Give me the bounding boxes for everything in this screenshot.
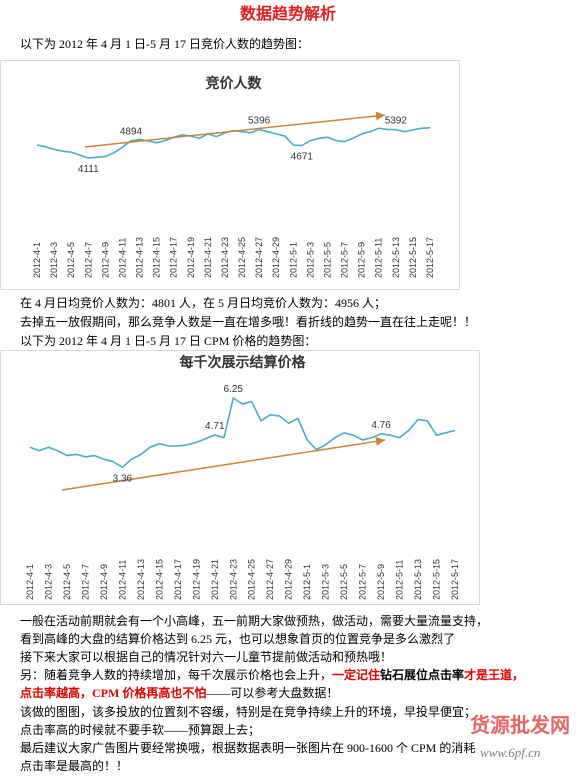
x-tick-label: 2012-5-17 bbox=[425, 237, 435, 278]
text: 该做的图图，该多投放的位置刻不容缓，特别是在竞争持续上升的环境，早投早便宜； bbox=[20, 705, 477, 719]
watermark-url: www.6pf.cn bbox=[480, 745, 541, 760]
x-tick-label: 2012-4-17 bbox=[173, 559, 183, 600]
x-tick-label: 2012-4-29 bbox=[284, 559, 294, 600]
x-tick-label: 2012-4-25 bbox=[237, 237, 247, 278]
x-tick-label: 2012-4-25 bbox=[247, 559, 257, 600]
text-run: 一定记住 bbox=[332, 668, 381, 682]
x-tick-label: 2012-4-21 bbox=[210, 559, 220, 600]
x-tick-label: 2012-4-5 bbox=[62, 564, 72, 600]
x-tick-label: 2012-5-1 bbox=[288, 242, 298, 278]
x-tick-label: 2012-5-3 bbox=[321, 564, 331, 600]
chart-1: 竞价人数 2012-4-1 2012-4-3 2012-4-5 2012-4-7 2012… bbox=[0, 60, 460, 290]
x-tick-label: 2012-4-11 bbox=[117, 238, 127, 278]
chart-frame bbox=[0, 60, 460, 290]
x-tick-label: 2012-4-3 bbox=[49, 242, 59, 278]
x-tick-label: 2012-4-23 bbox=[220, 237, 230, 278]
x-tick-label: 2012-4-27 bbox=[265, 559, 275, 600]
x-tick-label: 2012-5-5 bbox=[322, 242, 332, 278]
text-run: 钻石展位点击率 bbox=[380, 668, 465, 682]
data-label: 4.71 bbox=[205, 421, 225, 432]
x-tick-label: 2012-5-13 bbox=[391, 237, 401, 278]
x-tick-label: 2012-4-7 bbox=[83, 242, 93, 278]
x-tick-label: 2012-5-7 bbox=[340, 242, 350, 278]
data-label: 4.76 bbox=[371, 420, 391, 431]
text: 去掉五一放假期间，那么竞争人数是一直在增多哦！看折线的趋势一直在往上走呢！！ bbox=[20, 315, 477, 329]
x-tick-label: 2012-4-15 bbox=[152, 237, 162, 278]
x-tick-label: 2012-4-1 bbox=[32, 242, 42, 278]
x-tick-label: 2012-4-27 bbox=[254, 237, 264, 278]
x-tick-label: 2012-4-5 bbox=[66, 242, 76, 278]
data-label: 5396 bbox=[248, 116, 271, 127]
x-tick-label: 2012-5-5 bbox=[339, 564, 349, 600]
x-tick-label: 2012-4-17 bbox=[169, 237, 179, 278]
x-tick-label: 2012-5-1 bbox=[302, 564, 312, 600]
x-tick-label: 2012-4-1 bbox=[25, 564, 35, 600]
x-tick-label: 2012-4-7 bbox=[80, 564, 90, 600]
intro: 以下为 2012 年 4 月 1 日-5 月 17 日竞价人数的趋势图： bbox=[20, 37, 309, 51]
text: 在 4 月日均竞价人数为：4801 人，在 5 月日均竞价人数为：4956 人； bbox=[20, 296, 387, 310]
data-label: 5392 bbox=[385, 116, 408, 127]
data-label: 4671 bbox=[291, 152, 314, 163]
chart-frame bbox=[0, 350, 480, 605]
data-label: 3.36 bbox=[113, 473, 133, 484]
x-tick-label: 2012-5-9 bbox=[357, 242, 367, 278]
x-tick-label: 2012-4-29 bbox=[271, 237, 281, 278]
x-tick-label: 2012-4-21 bbox=[203, 237, 213, 278]
x-tick-label: 2012-5-9 bbox=[376, 564, 386, 600]
x-tick-label: 2012-4-19 bbox=[186, 237, 196, 278]
text: 点击率是最高的！！ bbox=[20, 759, 129, 773]
data-label: 6.25 bbox=[224, 384, 244, 395]
x-tick-label: 2012-5-11 bbox=[395, 560, 405, 600]
x-tick-label: 2012-4-11 bbox=[117, 560, 127, 600]
chart-title: 竞价人数 bbox=[206, 75, 263, 91]
text: 点击率高的时候就不要手软——预算跟上去； bbox=[20, 723, 261, 737]
line-series bbox=[29, 396, 456, 469]
x-tick-label: 2012-4-15 bbox=[154, 559, 164, 600]
x-tick-label: 2012-4-19 bbox=[191, 559, 201, 600]
x-tick-label: 2012-4-13 bbox=[136, 559, 146, 600]
x-tick-label: 2012-5-15 bbox=[432, 559, 442, 600]
data-label: 4894 bbox=[120, 127, 143, 138]
line-series bbox=[36, 126, 431, 159]
text-run: ——可以参考大盘数据！ bbox=[206, 686, 339, 700]
text-run: 才是王道，点击率越高，CPM 价格再高也不怕 bbox=[20, 668, 525, 700]
x-tick-label: 2012-5-17 bbox=[450, 559, 460, 600]
text: 接下来大家可以根据自己的情况针对六一儿童节提前做活动和预热哦！ bbox=[20, 650, 393, 664]
x-tick-label: 2012-4-23 bbox=[228, 559, 238, 600]
x-tick-label: 2012-5-7 bbox=[358, 564, 368, 600]
text: 另：随着竞争人数的持续增加，每千次展示价格也会上升，一定记住钻石展位点击率才是王… bbox=[20, 666, 530, 702]
trend-arrow bbox=[61, 436, 386, 491]
chart-2: 每千次展示结算价格 2012-4-1 2012-4-3 2012-4-5 2012-4-… bbox=[0, 350, 480, 605]
data-label: 4111 bbox=[78, 164, 99, 175]
x-tick-label: 2012-5-11 bbox=[374, 238, 384, 278]
chart-title: 每千次展示结算价格 bbox=[180, 354, 307, 370]
text: 看到高峰的大盘的结算价格达到 6.25 元，也可以想象首页的位置竞争是多么激烈了 bbox=[20, 632, 456, 646]
text: 最后建议大家广告图片要经常换哦，根据数据表明一张图片在 900-1600 个 C… bbox=[20, 741, 476, 755]
x-tick-label: 2012-5-3 bbox=[305, 242, 315, 278]
x-tick-label: 2012-4-9 bbox=[99, 564, 109, 600]
x-tick-label: 2012-5-13 bbox=[413, 559, 423, 600]
x-tick-label: 2012-4-9 bbox=[100, 242, 110, 278]
x-tick-label: 2012-4-3 bbox=[43, 564, 53, 600]
trend-arrow bbox=[84, 111, 386, 148]
watermark: 货源批发网 bbox=[470, 713, 570, 737]
doc-title: 数据趋势解析 bbox=[239, 6, 336, 23]
x-tick-label: 2012-5-15 bbox=[408, 237, 418, 278]
x-tick-label: 2012-4-13 bbox=[135, 237, 145, 278]
text-run: 另：随着竞争人数的持续增加，每千次展示价格也会上升， bbox=[20, 668, 333, 682]
text: 一般在活动前期就会有一个小高峰，五一前期大家做预热，做活动，需要大量流量支持， bbox=[20, 614, 489, 628]
intro: 以下为 2012 年 4 月 1 日-5 月 17 日 CPM 价格的趋势图： bbox=[20, 334, 317, 348]
